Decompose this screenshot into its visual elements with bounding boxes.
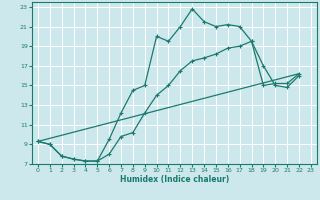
- X-axis label: Humidex (Indice chaleur): Humidex (Indice chaleur): [120, 175, 229, 184]
